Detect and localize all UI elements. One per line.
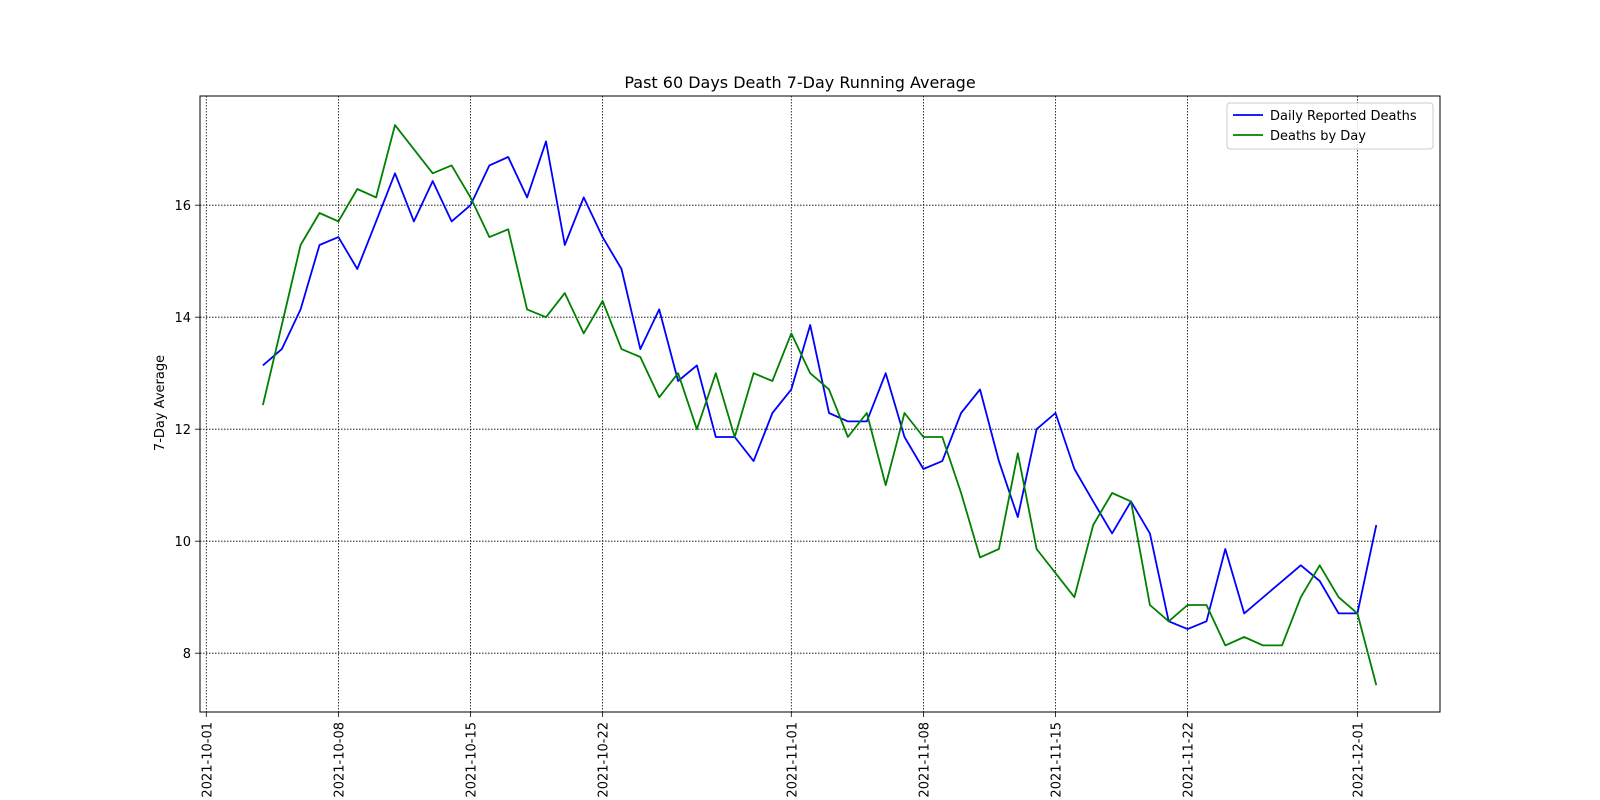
x-tick-label: 2021-11-01 — [785, 722, 800, 798]
y-tick-label: 10 — [174, 535, 191, 550]
x-tick-label: 2021-12-01 — [1351, 722, 1366, 798]
y-tick-label: 14 — [174, 311, 191, 326]
y-axis: 8 10 12 14 16 — [174, 199, 200, 662]
legend-box — [1226, 102, 1434, 150]
plot-area-frame — [199, 95, 1441, 713]
legend-label: Deaths by Day — [1270, 129, 1366, 144]
x-tick-label: 2021-10-15 — [464, 722, 479, 798]
series-line-daily-reported-deaths — [262, 140, 1378, 630]
x-tick-label: 2021-11-22 — [1182, 722, 1197, 798]
x-tick-label: 2021-11-08 — [917, 722, 932, 798]
x-axis: 2021-10-01 2021-10-08 2021-10-15 2021-10-22… — [200, 712, 1366, 798]
y-tick-label: 8 — [183, 647, 191, 662]
y-tick-label: 16 — [174, 199, 191, 214]
legend: Daily Reported Deaths Deaths by Day — [1226, 102, 1434, 150]
x-tick-label: 2021-10-01 — [200, 722, 215, 798]
x-tick-label: 2021-10-08 — [332, 722, 347, 798]
series-lines — [262, 124, 1378, 686]
y-axis-label: 7-Day Average — [153, 355, 168, 451]
x-tick-label: 2021-11-15 — [1049, 722, 1064, 798]
chart-title: Past 60 Days Death 7-Day Running Average — [624, 73, 975, 92]
legend-label: Daily Reported Deaths — [1270, 109, 1417, 124]
series-line-deaths-by-day — [262, 124, 1378, 686]
y-tick-label: 12 — [174, 423, 191, 438]
x-tick-label: 2021-10-22 — [597, 722, 612, 798]
